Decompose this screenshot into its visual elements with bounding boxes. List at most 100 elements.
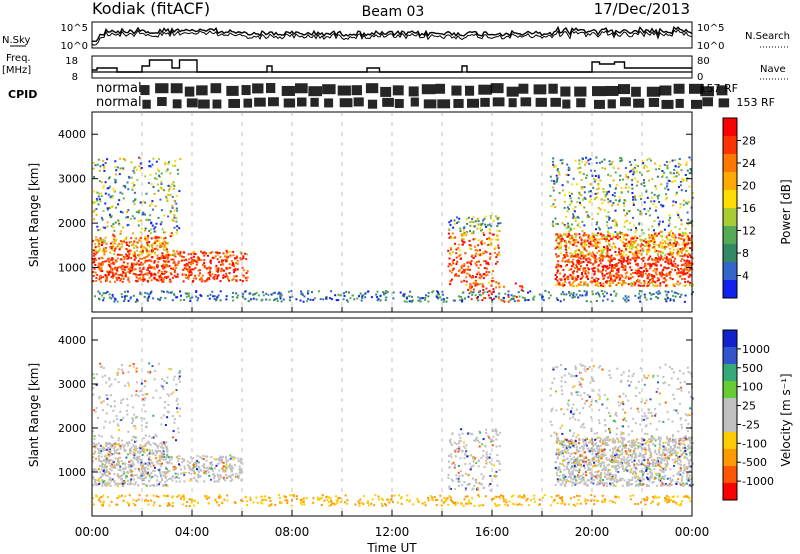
- power-cell: [673, 291, 676, 294]
- velocity-cell: [127, 464, 130, 467]
- power-cell: [149, 204, 152, 207]
- power-cell: [576, 183, 578, 186]
- velocity-cell: [163, 471, 166, 474]
- power-cell: [162, 254, 165, 257]
- cpid-glyph: [689, 83, 703, 94]
- power-cell: [111, 244, 114, 247]
- power-cell: [242, 292, 245, 295]
- power-cell: [140, 269, 143, 272]
- velocity-cell: [193, 462, 196, 464]
- power-cell: [468, 292, 471, 295]
- power-cell: [156, 263, 159, 266]
- power-cell: [431, 291, 434, 294]
- power-cell: [459, 299, 462, 302]
- power-cell: [497, 238, 500, 241]
- power-cell: [123, 158, 126, 161]
- power-cell: [582, 261, 585, 263]
- velocity-cell: [94, 480, 97, 482]
- power-cell: [165, 255, 168, 258]
- power-cell: [97, 229, 100, 232]
- power-cell: [207, 277, 210, 280]
- power-cell: [497, 282, 500, 285]
- velocity-cell: [131, 394, 133, 397]
- power-cell: [665, 258, 668, 261]
- power-cell: [442, 300, 445, 303]
- power-cell: [625, 249, 628, 252]
- power-colorbar-tick-label: 12: [742, 225, 756, 238]
- power-cell: [116, 166, 119, 169]
- power-cell: [117, 265, 120, 268]
- power-cell: [563, 256, 566, 259]
- power-cell: [161, 256, 164, 259]
- power-cell: [651, 277, 654, 280]
- velocity-cell: [457, 484, 460, 487]
- power-cell: [596, 212, 599, 215]
- cpid-glyph: [337, 85, 351, 96]
- velocity-cell: [457, 471, 460, 474]
- velocity-cell: [447, 473, 450, 476]
- power-cell: [650, 236, 653, 239]
- power-cell: [630, 243, 633, 246]
- power-cell: [208, 269, 211, 272]
- velocity-cell: [495, 445, 498, 448]
- velocity-cell: [121, 482, 124, 485]
- power-cell: [173, 214, 176, 217]
- power-cell: [203, 264, 206, 267]
- power-cell: [655, 168, 658, 171]
- cpid-glyph: [351, 85, 362, 96]
- power-cell: [158, 277, 161, 280]
- power-cell: [579, 281, 582, 284]
- power-cell: [615, 272, 618, 275]
- power-cell: [484, 215, 487, 218]
- power-cell: [476, 297, 479, 300]
- power-cell: [674, 240, 677, 243]
- power-cell: [110, 258, 113, 261]
- velocity-cell: [178, 463, 180, 466]
- power-cell: [585, 161, 588, 164]
- velocity-cell: [152, 396, 155, 399]
- velocity-cell: [142, 477, 145, 480]
- power-cell: [235, 280, 238, 282]
- power-cell: [618, 236, 621, 239]
- velocity-cell: [183, 459, 186, 462]
- power-cell: [229, 250, 232, 253]
- power-cell: [94, 201, 97, 203]
- velocity-cell: [107, 448, 110, 451]
- power-cell: [637, 249, 640, 252]
- power-cell: [484, 274, 487, 277]
- velocity-cell: [153, 466, 156, 469]
- power-cell: [325, 297, 328, 300]
- power-cell: [579, 226, 581, 229]
- power-cell: [476, 227, 479, 230]
- power-cell: [615, 283, 618, 286]
- power-cell: [148, 272, 151, 275]
- power-cell: [157, 298, 160, 301]
- velocity-cell: [156, 452, 158, 454]
- power-cell: [464, 252, 467, 255]
- power-cell: [110, 225, 113, 228]
- velocity-cell: [163, 406, 166, 409]
- power-cell: [161, 280, 164, 283]
- power-cell: [97, 192, 100, 195]
- power-cell: [471, 275, 474, 277]
- power-cell: [670, 268, 673, 271]
- power-cell: [485, 271, 488, 273]
- power-cell: [639, 210, 642, 213]
- power-cell: [630, 281, 633, 284]
- power-cell: [582, 284, 585, 287]
- power-cell: [653, 193, 656, 196]
- power-cell: [614, 278, 617, 280]
- cpid-glyph: [467, 98, 480, 108]
- cpid-glyph: [367, 99, 378, 109]
- power-cell: [144, 175, 147, 178]
- power-cell: [609, 279, 612, 282]
- power-cell: [663, 163, 666, 166]
- velocity-cell: [208, 474, 211, 477]
- power-cell: [244, 290, 247, 293]
- power-cell: [689, 256, 692, 259]
- power-cell: [476, 273, 479, 276]
- velocity-cell: [450, 456, 453, 459]
- power-cell: [654, 243, 657, 246]
- power-cell: [633, 242, 636, 244]
- velocity-cell: [485, 456, 488, 459]
